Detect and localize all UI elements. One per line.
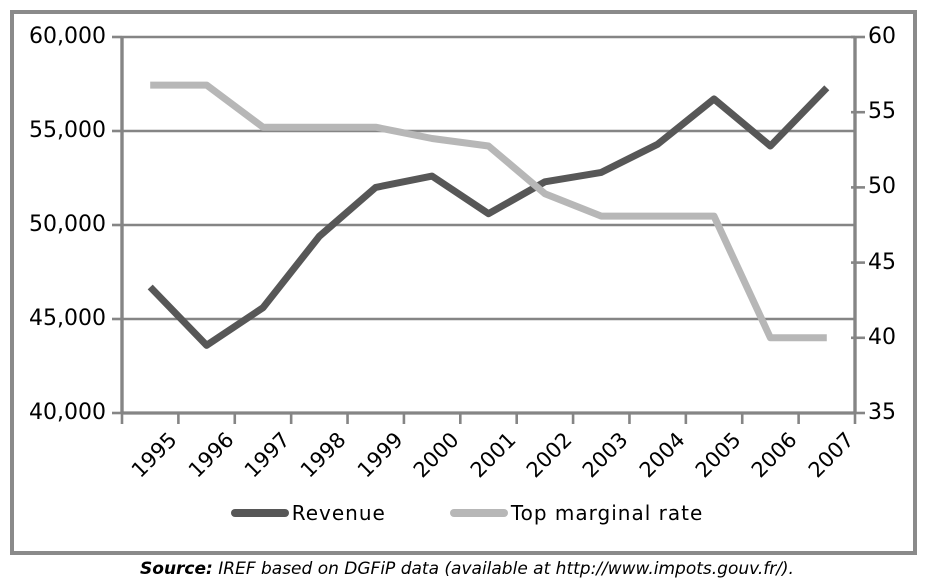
- right-axis-tick-label: 60: [868, 24, 896, 49]
- right-axis-tick-label: 50: [868, 174, 896, 200]
- left-axis-tick-label: 50,000: [29, 212, 106, 237]
- legend-item-revenue: Revenue: [230, 501, 386, 525]
- right-axis-tick-label: 45: [868, 249, 896, 275]
- left-axis-tick-label: 40,000: [29, 400, 106, 425]
- left-axis-tick-label: 55,000: [29, 118, 106, 143]
- source-note: Source: IREF based on DGFiP data (availa…: [0, 559, 934, 579]
- right-axis-tick-label: 55: [868, 99, 896, 125]
- right-axis-tick-label: 35: [868, 400, 896, 425]
- chart-frame-border: [10, 10, 917, 555]
- legend-item-top-marginal-rate: Top marginal rate: [449, 501, 704, 525]
- left-axis-tick-label: 60,000: [29, 24, 106, 49]
- legend-line-swatch-top-marginal-rate: [449, 509, 508, 517]
- right-axis-tick-label: 40: [868, 324, 896, 350]
- source-text: IREF based on DGFiP data (available at h…: [212, 559, 794, 579]
- source-prefix-label: Source:: [140, 559, 213, 579]
- legend-line-swatch-revenue: [230, 509, 289, 517]
- left-axis-tick-label: 45,000: [29, 306, 106, 331]
- legend-label-top-marginal-rate: Top marginal rate: [510, 501, 704, 525]
- legend-label-revenue: Revenue: [291, 501, 386, 525]
- series-line-top-marginal-rate: [150, 81, 827, 342]
- legend: Revenue Top marginal rate: [0, 497, 934, 529]
- series-line-revenue: [147, 85, 830, 349]
